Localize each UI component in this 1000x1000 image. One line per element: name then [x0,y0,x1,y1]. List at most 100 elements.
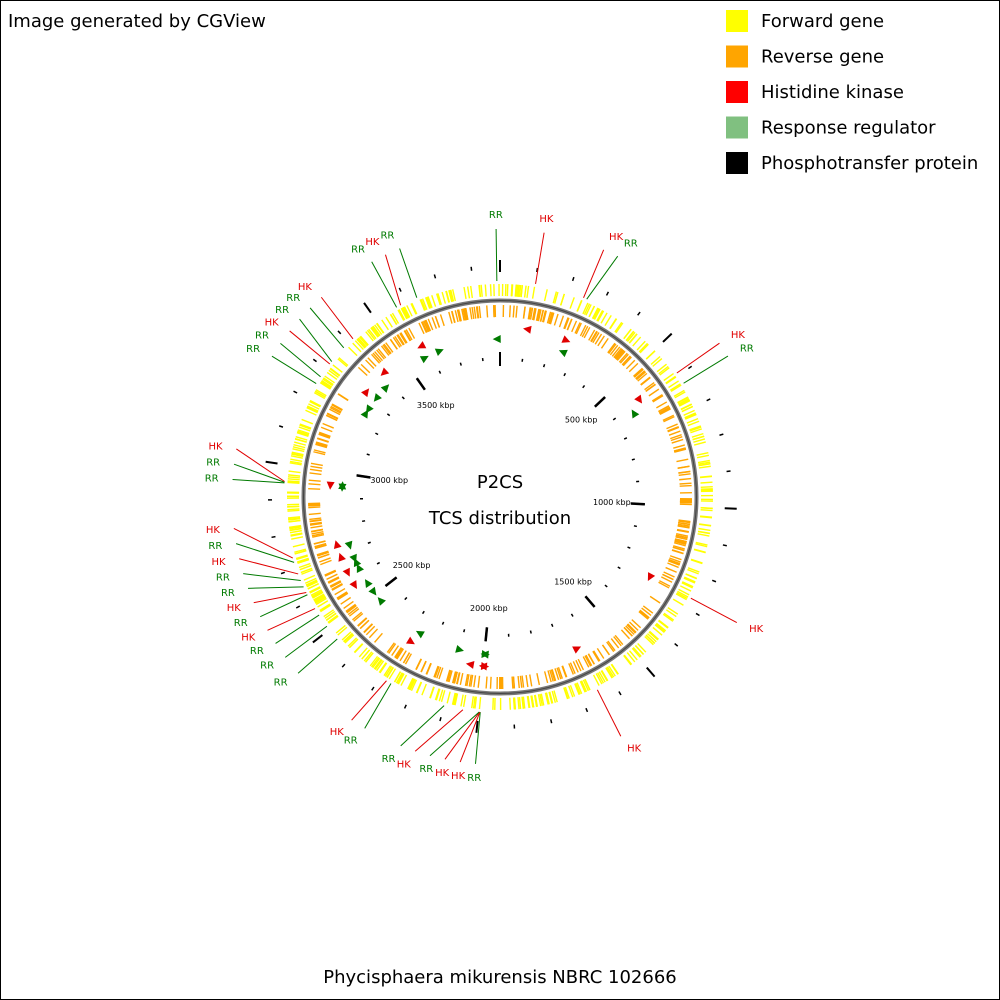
forward-gene [534,694,539,707]
forward-gene [608,665,616,677]
forward-gene [372,325,381,337]
reverse-gene [613,636,622,647]
forward-gene [438,689,444,702]
forward-gene [674,391,686,399]
forward-gene [697,459,710,464]
outer-tick [265,460,278,465]
reverse-gene [399,650,407,662]
reverse-gene [515,305,518,318]
feature-callout [280,342,321,378]
forward-gene [435,293,441,306]
feature-marker [373,393,382,402]
reverse-gene [659,580,671,587]
forward-gene [526,285,530,298]
reverse-gene [345,603,356,613]
reverse-gene [346,604,357,613]
forward-gene [513,697,517,710]
outer-tick [271,535,276,539]
forward-gene [348,346,358,357]
tick-mark [484,627,489,642]
forward-gene [332,364,343,373]
forward-gene [410,679,418,692]
forward-gene [655,622,667,632]
reverse-gene [315,443,328,449]
reverse-gene [602,644,610,656]
forward-gene [700,515,713,518]
reverse-gene [383,343,392,355]
feature-label: RR [206,457,220,468]
feature-callout [474,712,481,764]
forward-gene [426,296,432,309]
feature-label: RR [250,646,264,657]
forward-gene [295,554,308,560]
forward-gene [309,400,321,408]
forward-gene [678,400,691,407]
forward-gene [523,285,527,298]
feature-callout [233,527,294,559]
feature-label: HK [206,525,221,536]
forward-gene [691,432,704,438]
forward-gene [297,558,310,564]
forward-gene [379,662,388,674]
feature-callout [399,248,418,298]
forward-gene [454,693,459,706]
tick-label: 500 kbp [565,415,598,424]
reverse-gene [368,628,379,639]
forward-gene [665,376,677,385]
reverse-gene [628,362,639,373]
forward-gene [579,680,586,693]
feature-label: RR [344,735,358,746]
reverse-gene [584,655,592,667]
reverse-gene [445,669,451,682]
forward-gene [469,285,474,299]
outer-tick [280,571,286,575]
ruler-tick [582,384,586,389]
feature-label: RR [275,305,289,316]
reverse-gene [614,349,624,360]
reverse-gene [475,306,479,319]
forward-gene [623,655,632,666]
reverse-gene [427,318,434,331]
forward-gene [675,593,687,601]
ruler-tick [401,396,405,400]
forward-gene [370,326,380,338]
reverse-gene [405,329,413,341]
reverse-gene [448,311,453,324]
feature-marker [419,355,429,364]
forward-gene [296,431,309,437]
reverse-gene [563,317,569,329]
forward-gene [288,470,301,474]
outer-tick [337,330,342,335]
outer-tick [341,663,346,668]
forward-gene [700,481,713,484]
reverse-gene [662,573,674,581]
forward-gene [323,609,335,618]
ruler-tick [367,541,371,544]
forward-gene [411,302,418,315]
forward-gene [314,390,326,398]
reverse-gene [608,343,617,354]
tick-label: 3500 kbp [417,401,455,410]
feature-callout [260,594,308,618]
forward-gene [472,696,476,709]
reverse-gene [308,487,321,490]
reverse-gene [592,650,600,662]
forward-gene [679,585,692,592]
forward-gene [662,613,674,622]
forward-gene [659,367,670,376]
feature-callout [351,680,387,721]
outer-tick [363,302,372,314]
reverse-gene [309,521,322,525]
feature-label: RR [286,293,300,304]
reverse-gene [465,307,469,321]
forward-gene [287,476,300,479]
forward-gene [321,379,333,388]
feature-label: RR [246,344,260,355]
reverse-gene [420,660,427,673]
forward-gene [667,607,679,615]
reverse-gene [679,484,692,487]
forward-gene [372,657,381,669]
reverse-gene [615,349,625,360]
reverse-gene [572,661,579,673]
forward-gene [358,336,368,347]
